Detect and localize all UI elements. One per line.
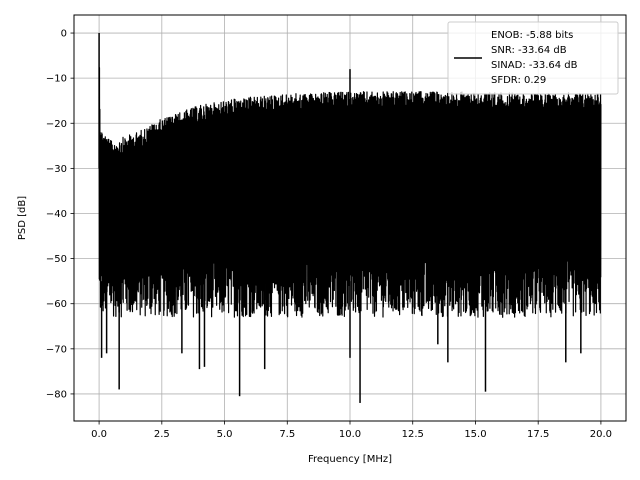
legend-sinad: SINAD: -33.64 dB (491, 60, 578, 71)
legend-box (447, 21, 619, 95)
y-tick-label: −10 (46, 74, 67, 85)
x-tick-label: 15.0 (464, 429, 486, 440)
legend: ENOB: -5.88 bits SNR: -33.64 dB SINAD: -… (447, 21, 619, 95)
y-tick-label: −70 (46, 344, 67, 355)
x-tick-label: 7.5 (279, 429, 295, 440)
y-tick-label: −80 (46, 389, 67, 400)
psd-series (98, 33, 602, 403)
x-tick-label: 10.0 (339, 429, 361, 440)
x-tick-label: 12.5 (402, 429, 424, 440)
y-axis-label: PSD [dB] (17, 196, 28, 240)
axis-ticks: 0.0 2.5 5.0 7.5 10.0 12.5 15.0 17.5 20.0 0 −10 −20 −… (46, 29, 612, 440)
y-tick-label: −30 (46, 164, 67, 175)
x-tick-label: 17.5 (527, 429, 549, 440)
y-tick-label: −60 (46, 299, 67, 310)
y-tick-label: −20 (46, 119, 67, 130)
x-tick-label: 5.0 (217, 429, 233, 440)
x-tick-label: 20.0 (590, 429, 612, 440)
y-tick-label: −50 (46, 254, 67, 265)
legend-snr: SNR: -33.64 dB (491, 45, 567, 56)
y-tick-label: −40 (46, 209, 67, 220)
y-tick-label: 0 (61, 29, 67, 40)
x-axis-label: Frequency [MHz] (308, 454, 392, 465)
legend-enob: ENOB: -5.88 bits (491, 30, 573, 41)
legend-sfdr: SFDR: 0.29 (491, 75, 546, 86)
x-tick-label: 2.5 (154, 429, 170, 440)
x-tick-label: 0.0 (91, 429, 107, 440)
